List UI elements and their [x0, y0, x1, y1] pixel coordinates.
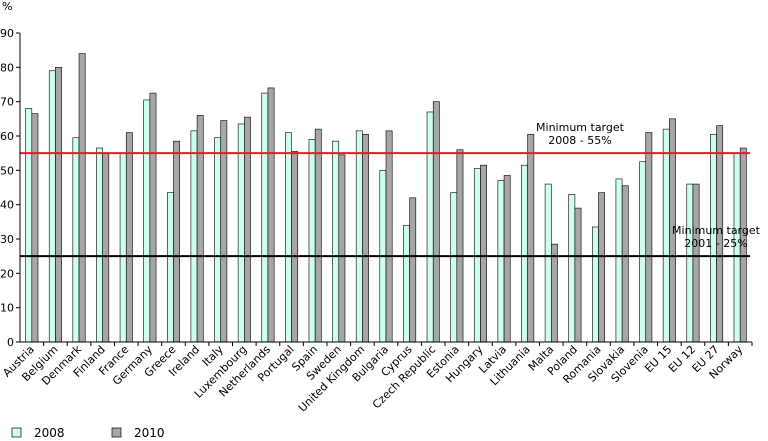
bar-2010 — [55, 67, 62, 343]
y-axis-unit-label: % — [2, 0, 12, 13]
y-tick-label: 10 — [0, 302, 14, 315]
bar-2010 — [574, 207, 582, 343]
bar-2008 — [166, 192, 174, 343]
bar-2010 — [645, 132, 653, 343]
bar-2008 — [615, 178, 623, 343]
y-tick-label: 40 — [0, 199, 14, 212]
bar-2010 — [692, 183, 700, 343]
bar-2010 — [102, 152, 110, 343]
bar-2010 — [527, 133, 535, 343]
y-tick-label: 0 — [7, 336, 14, 349]
bar-2008 — [72, 137, 80, 343]
bar-2008 — [355, 130, 363, 343]
reference-label-line1: Minimum target — [672, 224, 761, 237]
bar-2010 — [125, 132, 133, 343]
legend-label-2008: 2008 — [34, 426, 65, 440]
legend-swatch-2010 — [111, 427, 122, 438]
bars — [25, 53, 753, 346]
bar-2008 — [285, 132, 292, 343]
axes — [19, 33, 752, 343]
bar-2008 — [96, 147, 103, 343]
bar-2008 — [332, 140, 340, 343]
bar-2008 — [308, 139, 316, 343]
legend-label-2010: 2010 — [134, 426, 165, 440]
bar-2010 — [621, 185, 629, 343]
bar-2008 — [568, 194, 576, 343]
bar-2008 — [261, 92, 269, 343]
x-axis-labels: AustriaBelgiumDenmarkFinlandFranceGerman… — [0, 342, 745, 414]
bar-2010 — [149, 92, 157, 343]
bar-2008 — [119, 152, 127, 343]
y-tick-label: 90 — [0, 27, 14, 40]
y-tick-label: 50 — [0, 164, 14, 177]
bar-2008 — [521, 164, 528, 343]
bar-2008 — [237, 123, 245, 343]
bar-2010 — [598, 192, 606, 343]
bar-2010 — [267, 87, 275, 343]
bar-2010 — [78, 53, 86, 343]
bar-2008 — [662, 128, 670, 343]
bar-2010 — [480, 164, 487, 343]
bar-2008 — [25, 108, 33, 343]
bar-2008 — [403, 224, 410, 343]
y-axis-ticks: 0 10 20 30 40 50 60 70 80 90 — [0, 27, 20, 349]
bar-2008 — [497, 180, 505, 343]
legend-swatch-2008 — [11, 427, 22, 438]
y-tick-label: 20 — [0, 267, 14, 280]
bar-2010 — [503, 175, 511, 343]
bar-2010 — [244, 116, 251, 343]
bar-2010 — [31, 113, 39, 343]
bar-2008 — [214, 137, 222, 343]
bar-2008 — [426, 111, 434, 343]
bar-2008 — [544, 183, 552, 343]
y-tick-label: 60 — [0, 130, 14, 143]
legend: 2008 2010 — [11, 426, 165, 440]
bar-2010 — [173, 140, 180, 343]
reference-label-line2: 2001 - 25% — [684, 237, 747, 250]
bar-2008 — [592, 226, 599, 343]
bar-2010 — [409, 197, 417, 343]
bar-2008 — [48, 70, 56, 343]
y-tick-label: 70 — [0, 96, 14, 109]
y-tick-label: 30 — [0, 233, 14, 246]
bar-2010 — [362, 133, 369, 343]
bar-2010 — [456, 149, 464, 343]
bar-2008 — [450, 192, 458, 343]
bar-2010 — [550, 243, 558, 343]
bar-2010 — [432, 101, 440, 343]
bar-2010 — [291, 151, 299, 343]
bar-2008 — [190, 130, 198, 343]
bar-2010 — [314, 128, 322, 343]
reference-label-line1: Minimum target — [536, 121, 625, 134]
reference-label-line2: 2008 - 55% — [548, 134, 611, 147]
bar-2008 — [686, 183, 694, 343]
y-tick-label: 80 — [0, 61, 14, 74]
bar-2010 — [196, 115, 204, 343]
bar-2010 — [338, 154, 346, 343]
bar-2008 — [143, 99, 151, 343]
bar-2010 — [385, 130, 393, 343]
bar-2008 — [639, 161, 647, 343]
